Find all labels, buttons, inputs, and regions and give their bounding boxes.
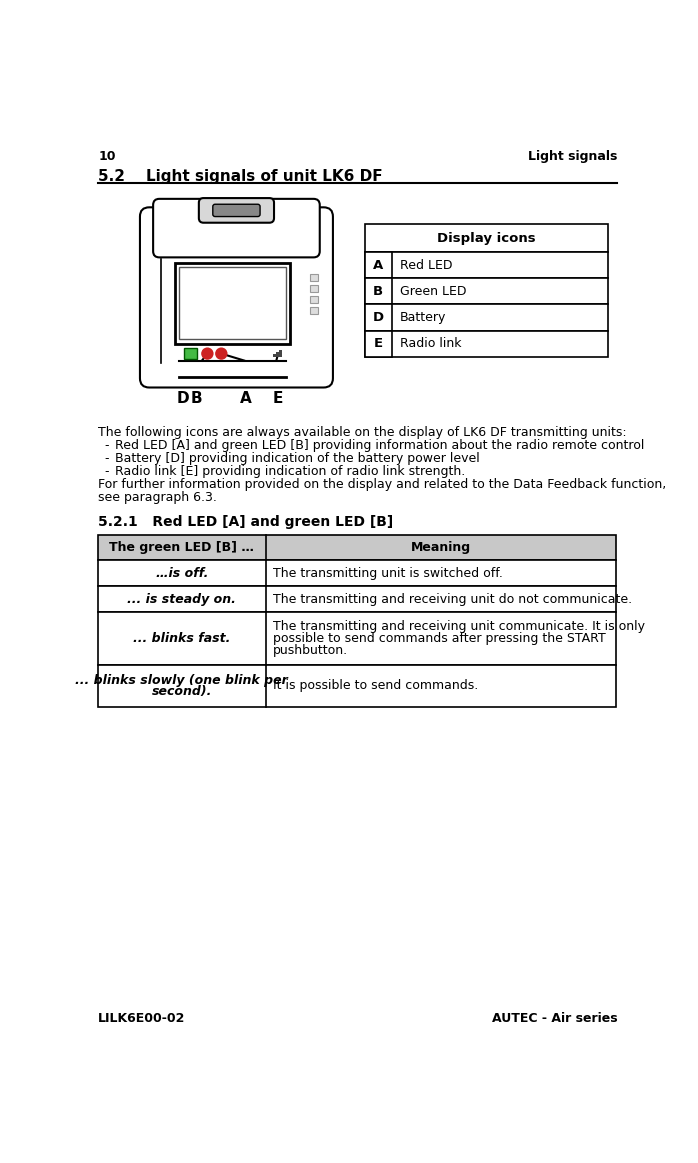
Bar (364, 224, 608, 252)
Text: ... is steady on.: ... is steady on. (127, 593, 236, 606)
Text: ... blinks fast.: ... blinks fast. (133, 632, 230, 645)
Bar (98, 613, 616, 665)
Text: pushbutton.: pushbutton. (273, 643, 348, 657)
Text: The green LED [B] …: The green LED [B] … (110, 541, 254, 554)
Text: -: - (104, 465, 109, 478)
Text: 10: 10 (98, 150, 116, 163)
Bar (311, 285, 318, 292)
Text: Battery: Battery (399, 311, 446, 324)
Text: Green LED: Green LED (399, 285, 466, 298)
Bar (311, 274, 318, 281)
Text: B: B (191, 392, 202, 406)
Bar (364, 278, 608, 305)
Text: Light signals: Light signals (528, 150, 617, 163)
Text: AUTEC - Air series: AUTEC - Air series (491, 1012, 617, 1025)
Bar (364, 305, 608, 330)
Text: Radio link: Radio link (399, 337, 461, 350)
Bar (311, 295, 318, 302)
Text: The transmitting and receiving unit do not communicate.: The transmitting and receiving unit do n… (273, 593, 632, 606)
Circle shape (201, 348, 214, 359)
Text: The transmitting unit is switched off.: The transmitting unit is switched off. (273, 566, 503, 579)
Text: LILK6E00-02: LILK6E00-02 (98, 1012, 186, 1025)
Text: D: D (373, 311, 384, 324)
Text: E: E (273, 392, 283, 406)
FancyBboxPatch shape (199, 198, 274, 223)
FancyBboxPatch shape (153, 199, 320, 257)
Bar (364, 305, 392, 330)
Text: The following icons are always available on the display of LK6 DF transmitting u: The following icons are always available… (98, 426, 627, 438)
Text: Display icons: Display icons (437, 231, 535, 244)
Text: B: B (373, 285, 383, 298)
Text: A: A (240, 392, 251, 406)
Text: For further information provided on the display and related to the Data Feedback: For further information provided on the … (98, 478, 667, 491)
Bar (98, 586, 616, 613)
Bar (174, 263, 290, 343)
Text: possible to send commands after pressing the START: possible to send commands after pressing… (273, 632, 606, 645)
Text: The transmitting and receiving unit communicate. It is only: The transmitting and receiving unit comm… (273, 621, 645, 634)
Text: Meaning: Meaning (410, 541, 470, 554)
Text: Battery [D] providing indication of the battery power level: Battery [D] providing indication of the … (115, 452, 480, 465)
Text: Red LED: Red LED (399, 258, 452, 272)
Bar (364, 252, 608, 278)
Bar (98, 559, 616, 586)
FancyBboxPatch shape (140, 207, 333, 387)
Text: second).: second). (151, 685, 212, 698)
Bar (98, 665, 616, 707)
Circle shape (215, 348, 228, 359)
Bar (364, 252, 392, 278)
Bar (364, 278, 392, 305)
Bar (364, 330, 608, 357)
Text: -: - (104, 452, 109, 465)
Text: …is off.: …is off. (156, 566, 208, 579)
Text: ... blinks slowly (one blink per: ... blinks slowly (one blink per (75, 673, 288, 686)
Text: It is possible to send commands.: It is possible to send commands. (273, 679, 479, 692)
Bar (161, 231, 312, 251)
Bar (179, 267, 285, 338)
Bar (273, 355, 276, 357)
Text: Red LED [A] and green LED [B] providing information about the radio remote contr: Red LED [A] and green LED [B] providing … (115, 440, 644, 452)
Text: E: E (373, 337, 383, 350)
Bar (311, 307, 318, 314)
Bar (184, 348, 197, 359)
Text: 5.2.1   Red LED [A] and green LED [B]: 5.2.1 Red LED [A] and green LED [B] (98, 515, 394, 529)
Text: -: - (104, 440, 109, 452)
FancyBboxPatch shape (213, 205, 260, 216)
Bar (276, 352, 279, 357)
Text: Radio link [E] providing indication of radio link strength.: Radio link [E] providing indication of r… (115, 465, 466, 478)
Text: see paragraph 6.3.: see paragraph 6.3. (98, 492, 217, 505)
Text: 5.2    Light signals of unit LK6 DF: 5.2 Light signals of unit LK6 DF (98, 169, 383, 184)
Bar (279, 350, 282, 357)
Text: A: A (373, 258, 383, 272)
Text: D: D (177, 392, 189, 406)
Bar (98, 535, 616, 559)
Bar (364, 330, 392, 357)
